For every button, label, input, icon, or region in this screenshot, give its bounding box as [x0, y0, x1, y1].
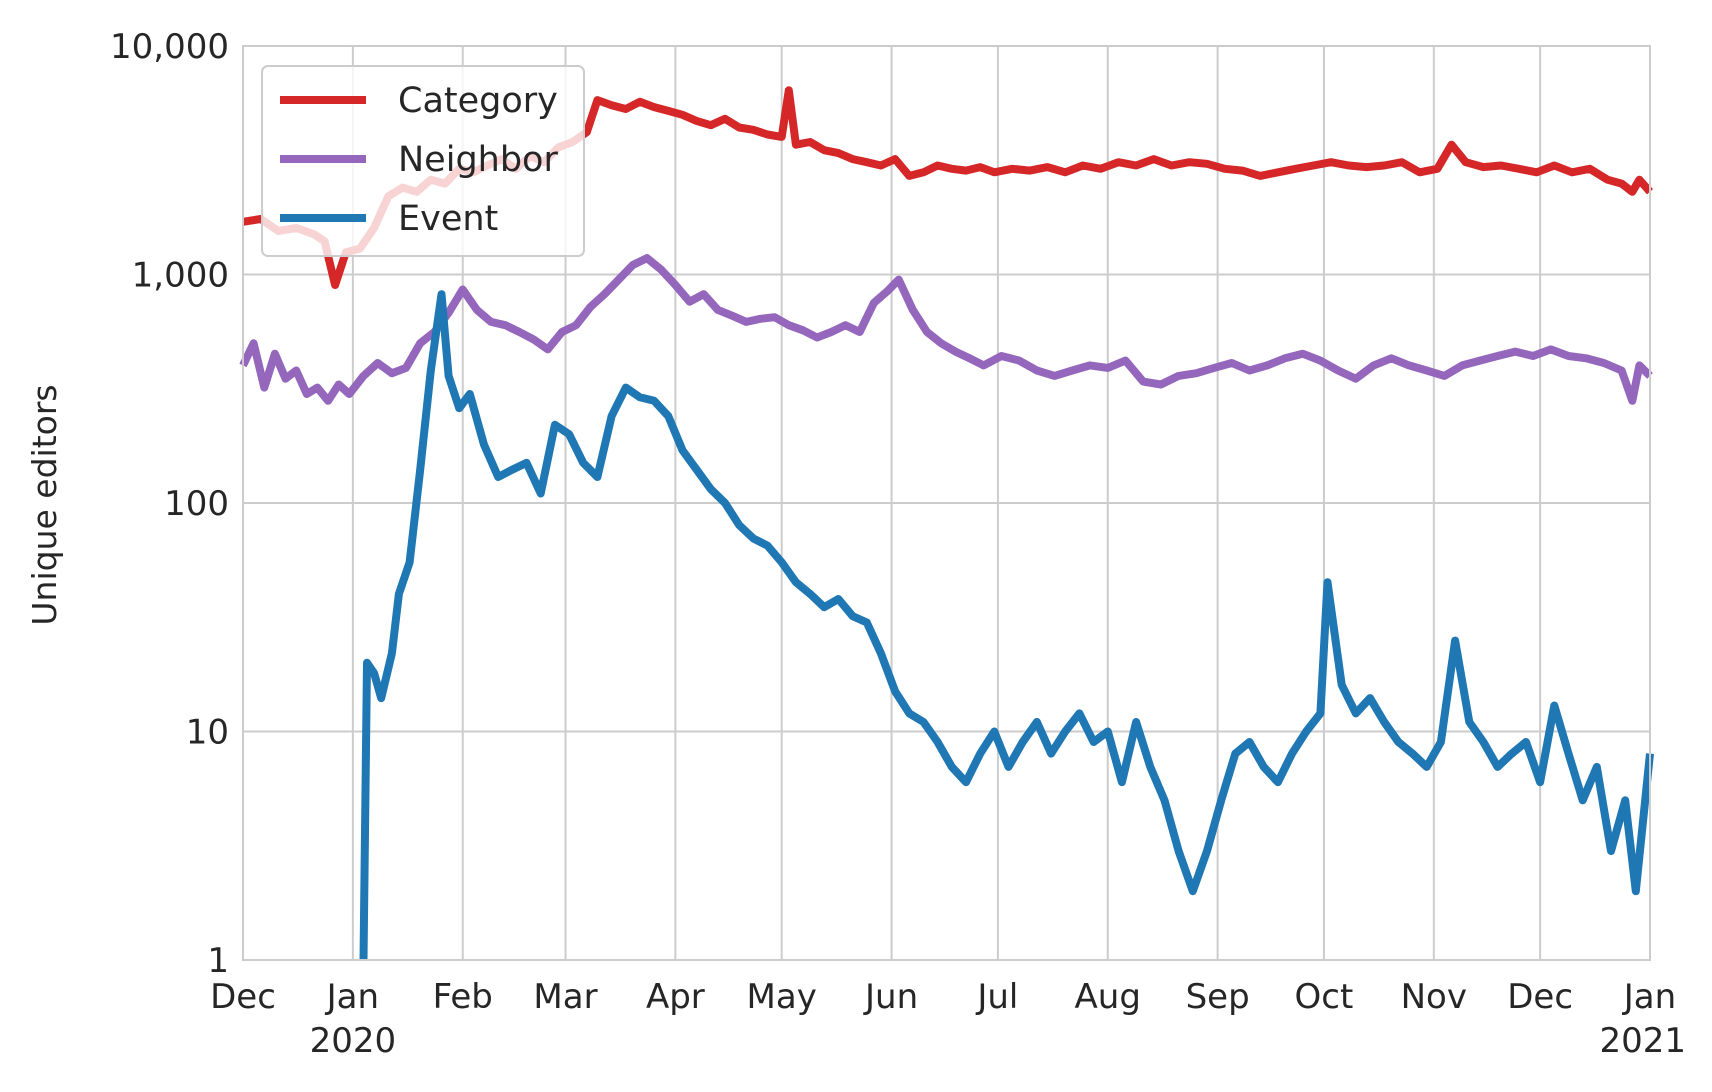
x-tick-label: Sep: [1186, 977, 1250, 1017]
x-tick-label: Feb: [433, 977, 493, 1017]
x-tick-label: Oct: [1295, 977, 1354, 1017]
x-tick-label: Jan: [325, 977, 379, 1017]
x-tick-label: Mar: [533, 977, 597, 1017]
y-tick-label: 100: [164, 484, 229, 524]
x-tick-label: Dec: [1507, 977, 1573, 1017]
x-tick-label: Dec: [210, 977, 276, 1017]
x-tick-label: Jun: [863, 977, 918, 1017]
legend-box: [261, 65, 585, 257]
x-tick-year-label: 2020: [310, 1021, 397, 1061]
x-tick-label: Apr: [646, 977, 705, 1017]
series-line-event: [359, 290, 1654, 961]
legend: Category Neighbor Event: [261, 65, 585, 257]
legend-label-neighbor: Neighbor: [398, 140, 558, 180]
series-line-neighbor: [239, 254, 1653, 405]
x-tick-label: Jul: [975, 977, 1018, 1017]
y-tick-label: 10: [186, 713, 229, 753]
y-axis-label: Unique editors: [25, 384, 64, 625]
y-tick-label: 1,000: [132, 256, 229, 296]
x-tick-label: May: [747, 977, 817, 1017]
y-tick-labels: 1 10 100 1,000 10,000: [110, 27, 229, 981]
x-tick-year-label: 2021: [1599, 1021, 1686, 1061]
legend-label-category: Category: [398, 81, 558, 121]
plot-frame: [242, 45, 1651, 961]
x-tick-label: Jan: [1622, 977, 1676, 1017]
y-tick-label: 1: [207, 941, 229, 981]
x-tick-label: Aug: [1075, 977, 1141, 1017]
y-tick-label: 10,000: [110, 27, 229, 67]
legend-label-event: Event: [398, 199, 498, 239]
x-tick-label: Nov: [1401, 977, 1467, 1017]
